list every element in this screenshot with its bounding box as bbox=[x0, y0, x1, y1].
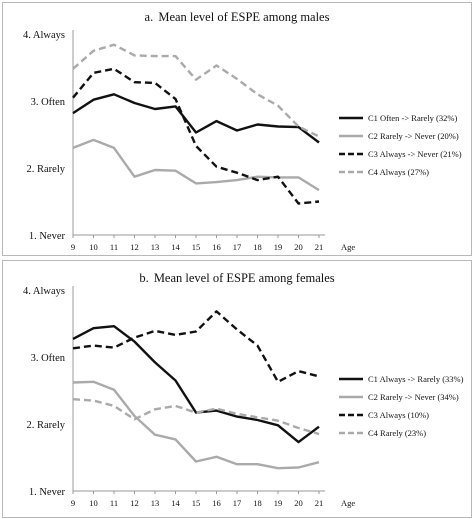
x-tick-label: 17 bbox=[233, 498, 242, 508]
legend-label: C4 Always (27%) bbox=[368, 167, 429, 177]
x-tick-label: 13 bbox=[151, 242, 160, 252]
x-tick-label: 14 bbox=[171, 498, 180, 508]
legend-label: C3 Always -> Never (21%) bbox=[368, 149, 462, 159]
x-axis-label: Age bbox=[341, 242, 355, 252]
x-tick-label: 9 bbox=[71, 242, 75, 252]
series-line-c1-always-rarely-33 bbox=[72, 324, 320, 444]
series-line-c3-always-10 bbox=[72, 310, 320, 384]
series-line-c2-rarely-never-34 bbox=[72, 380, 320, 470]
x-tick-label: 10 bbox=[89, 498, 98, 508]
series-line-c4-rarely-23 bbox=[72, 398, 320, 436]
series-line-c4-always-27 bbox=[72, 43, 320, 138]
series-line-c3-always-never-21 bbox=[72, 67, 320, 205]
x-axis-label: Age bbox=[341, 498, 355, 508]
x-tick-label: 18 bbox=[253, 498, 262, 508]
x-tick-label: 20 bbox=[294, 498, 303, 508]
chart-title-females: b. Mean level of ESPE among females bbox=[139, 271, 334, 285]
legend-label: C1 Often -> Rarely (32%) bbox=[368, 113, 457, 123]
y-tick-label: 4. Always bbox=[23, 30, 65, 41]
x-tick-label: 20 bbox=[294, 242, 303, 252]
x-tick-label: 15 bbox=[192, 242, 201, 252]
x-tick-label: 12 bbox=[130, 498, 139, 508]
x-tick-label: 21 bbox=[315, 498, 324, 508]
x-tick-label: 19 bbox=[274, 498, 283, 508]
x-tick-label: 12 bbox=[130, 242, 139, 252]
x-tick-label: 11 bbox=[110, 498, 118, 508]
x-tick-label: 18 bbox=[253, 242, 262, 252]
x-tick-label: 19 bbox=[274, 242, 283, 252]
females-chart-svg: b. Mean level of ESPE among females 4. A… bbox=[23, 271, 464, 508]
chart-title-males: a. Mean level of ESPE among males bbox=[145, 10, 330, 24]
x-tick-label: 11 bbox=[110, 242, 118, 252]
x-tick-label: 16 bbox=[212, 242, 221, 252]
y-tick-label: 3. Often bbox=[31, 97, 66, 108]
chart-title-prefix: a. bbox=[145, 10, 154, 24]
chart-panel-males: a. Mean level of ESPE among males 4. Alw… bbox=[2, 2, 472, 256]
y-tick-label: 3. Often bbox=[31, 353, 66, 364]
x-tick-label: 10 bbox=[89, 242, 98, 252]
chart-title-text: Mean level of ESPE among females bbox=[154, 271, 335, 285]
y-tick-label: 4. Always bbox=[23, 286, 65, 297]
x-tick-label: 14 bbox=[171, 242, 180, 252]
legend-label: C2 Rarely -> Never (34%) bbox=[368, 392, 459, 402]
x-tick-label: 13 bbox=[151, 498, 160, 508]
legend-label: C4 Rarely (23%) bbox=[368, 428, 426, 438]
series-line-c1-often-rarely-32 bbox=[72, 93, 320, 144]
y-tick-label: 2. Rarely bbox=[27, 164, 66, 175]
y-tick-label: 1. Never bbox=[29, 487, 66, 498]
chart-title-prefix: b. bbox=[139, 271, 148, 285]
y-tick-label: 1. Never bbox=[29, 231, 66, 242]
y-tick-label: 2. Rarely bbox=[27, 420, 66, 431]
chart-title-text: Mean level of ESPE among males bbox=[158, 10, 329, 24]
legend-label: C3 Always (10%) bbox=[368, 410, 429, 420]
x-tick-label: 17 bbox=[233, 242, 242, 252]
legend-label: C2 Rarely -> Never (20%) bbox=[368, 131, 459, 141]
x-tick-label: 15 bbox=[192, 498, 201, 508]
legend-label: C1 Always -> Rarely (33%) bbox=[368, 374, 464, 384]
x-tick-label: 21 bbox=[315, 242, 324, 252]
x-tick-label: 9 bbox=[71, 498, 75, 508]
chart-panel-females: b. Mean level of ESPE among females 4. A… bbox=[2, 260, 472, 518]
x-tick-label: 16 bbox=[212, 498, 221, 508]
males-chart-svg: a. Mean level of ESPE among males 4. Alw… bbox=[23, 10, 462, 252]
